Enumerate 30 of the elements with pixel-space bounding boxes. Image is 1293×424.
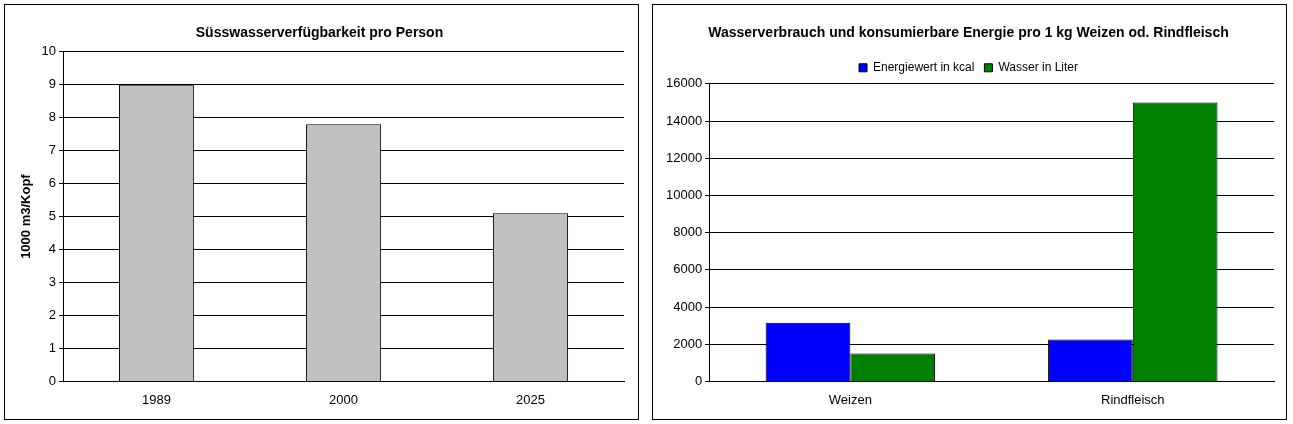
x-tick-label: 2000 — [329, 391, 358, 407]
y-tick-label: 0 — [48, 372, 57, 388]
y-tick-label: 2 — [48, 307, 57, 323]
y-tick-label: 14000 — [665, 112, 703, 128]
y-tick-label: 7 — [48, 142, 57, 158]
chart-title: Süsswasserverfügbarkeit pro Person — [195, 24, 444, 41]
legend-label: Energiewert in kcal — [873, 60, 975, 75]
y-tick-label: 3 — [48, 274, 57, 290]
chart-title: Wasserverbrauch und konsumierbare Energie pro 1 kg Weizen od. Rindfleisch — [708, 24, 1229, 41]
y-tick-label: 5 — [48, 208, 57, 224]
y-tick-label: 1 — [48, 340, 57, 356]
y-tick-label: 6000 — [673, 261, 703, 277]
y-tick-label: 12000 — [665, 149, 703, 165]
y-tick-label: 10 — [41, 43, 57, 59]
y-tick-label: 0 — [694, 372, 703, 388]
y-tick-label: 6 — [48, 175, 57, 191]
x-tick-label: 2025 — [516, 391, 545, 407]
y-tick-label: 8 — [48, 109, 57, 125]
y-tick-label: 2000 — [673, 335, 703, 351]
y-tick-label: 16000 — [665, 75, 703, 91]
y-axis-title: 1000 m3/Kopf — [18, 173, 34, 259]
y-tick-label: 4 — [48, 241, 57, 257]
x-tick-label: 1989 — [142, 391, 172, 407]
y-tick-label: 8000 — [673, 224, 703, 240]
y-tick-label: 9 — [48, 76, 57, 92]
y-tick-label: 10000 — [665, 186, 703, 202]
x-tick-label: Rindfleisch — [1100, 391, 1165, 407]
legend-label: Wasser in Liter — [998, 60, 1078, 75]
y-tick-label: 4000 — [673, 298, 703, 314]
x-tick-label: Weizen — [828, 391, 872, 407]
